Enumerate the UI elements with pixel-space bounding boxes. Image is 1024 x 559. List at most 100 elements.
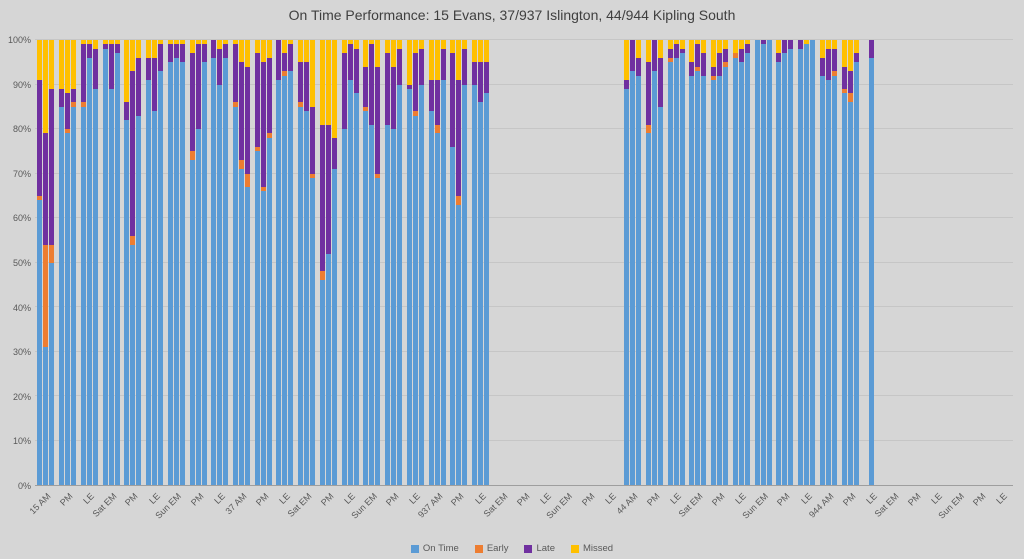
- stacked-bar: [636, 40, 642, 485]
- segment-on_time: [701, 75, 707, 485]
- stacked-bar: [624, 40, 630, 485]
- segment-late: [158, 44, 164, 72]
- stacked-bar: [391, 40, 397, 485]
- bar-group: [687, 40, 709, 485]
- segment-early: [244, 173, 250, 187]
- segment-late: [434, 80, 440, 125]
- segment-on_time: [92, 88, 98, 485]
- segment-missed: [260, 40, 266, 63]
- segment-late: [319, 124, 325, 272]
- segment-early: [375, 173, 381, 178]
- segment-missed: [391, 40, 397, 67]
- stacked-bar: [847, 40, 853, 485]
- segment-on_time: [418, 84, 424, 485]
- segment-late: [195, 44, 201, 129]
- segment-late: [819, 57, 825, 76]
- stacked-bar: [760, 40, 766, 485]
- x-axis-label: LE: [603, 491, 619, 506]
- x-axis-label: 15 AM: [27, 491, 53, 517]
- x-axis-label: PM: [905, 491, 923, 508]
- stacked-bar: [853, 40, 859, 485]
- segment-late: [847, 71, 853, 94]
- segment-late: [776, 53, 782, 63]
- stacked-bar: [353, 40, 359, 485]
- segment-missed: [124, 40, 130, 103]
- segment-on_time: [841, 93, 847, 485]
- bar-group: [231, 40, 253, 485]
- segment-on_time: [766, 40, 772, 485]
- x-axis-label: LE: [211, 491, 227, 506]
- segment-late: [484, 62, 490, 94]
- legend-item-late: Late: [524, 543, 555, 554]
- bar-group: [296, 40, 318, 485]
- bar-group: [100, 40, 122, 485]
- stacked-bar: [136, 40, 142, 485]
- legend-label: Missed: [582, 543, 614, 554]
- bar-group: [644, 40, 666, 485]
- segment-missed: [201, 40, 207, 45]
- segment-late: [651, 40, 657, 72]
- segment-missed: [673, 40, 679, 45]
- segment-missed: [244, 40, 250, 67]
- bar-group: [513, 40, 535, 485]
- segment-late: [130, 71, 136, 236]
- segment-late: [136, 57, 142, 116]
- segment-late: [831, 48, 837, 72]
- segment-missed: [645, 40, 651, 63]
- x-axis-label: PM: [970, 491, 988, 508]
- chart-title: On Time Performance: 15 Evans, 37/937 Is…: [288, 7, 736, 23]
- segment-on_time: [456, 204, 462, 485]
- segment-late: [260, 62, 266, 187]
- stacked-bar: [238, 40, 244, 485]
- legend-item-early: Early: [474, 543, 508, 554]
- segment-on_time: [288, 71, 294, 485]
- segment-late: [472, 62, 478, 85]
- segment-late: [428, 80, 434, 112]
- stacked-bar: [673, 40, 679, 485]
- segment-late: [788, 40, 794, 49]
- gridline: [35, 439, 1013, 441]
- segment-late: [59, 88, 65, 107]
- stacked-bar: [310, 40, 316, 485]
- segment-on_time: [195, 129, 201, 485]
- stacked-bar: [462, 40, 468, 485]
- segment-missed: [738, 40, 744, 49]
- stacked-bar: [71, 40, 77, 485]
- segment-on_time: [238, 169, 244, 485]
- stacked-bar: [276, 40, 282, 485]
- segment-late: [667, 48, 673, 58]
- segment-on_time: [124, 120, 130, 485]
- segment-late: [179, 44, 185, 63]
- stacked-bar: [369, 40, 375, 485]
- segment-missed: [304, 40, 310, 63]
- segment-on_time: [71, 106, 77, 485]
- stacked-bar: [450, 40, 456, 485]
- stacked-bar: [80, 40, 86, 485]
- segment-missed: [819, 40, 825, 58]
- segment-on_time: [760, 44, 766, 485]
- bar-group: [861, 40, 883, 485]
- segment-late: [478, 62, 484, 103]
- segment-on_time: [244, 186, 250, 485]
- segment-late: [657, 57, 663, 107]
- segment-early: [847, 93, 853, 103]
- segment-early: [282, 71, 288, 76]
- bar-group: [274, 40, 296, 485]
- segment-late: [108, 44, 114, 89]
- segment-on_time: [657, 106, 663, 485]
- stacked-bar: [701, 40, 707, 485]
- segment-on_time: [428, 111, 434, 485]
- segment-late: [304, 62, 310, 112]
- stacked-bar: [689, 40, 695, 485]
- segment-on_time: [266, 137, 272, 485]
- segment-on_time: [260, 191, 266, 485]
- x-axis-label: PM: [644, 491, 662, 508]
- stacked-bar: [319, 40, 325, 485]
- segment-missed: [65, 40, 71, 94]
- segment-early: [831, 71, 837, 76]
- stacked-bar: [282, 40, 288, 485]
- segment-late: [450, 53, 456, 147]
- bar-group: [404, 40, 426, 485]
- segment-missed: [375, 40, 381, 67]
- stacked-bar: [657, 40, 663, 485]
